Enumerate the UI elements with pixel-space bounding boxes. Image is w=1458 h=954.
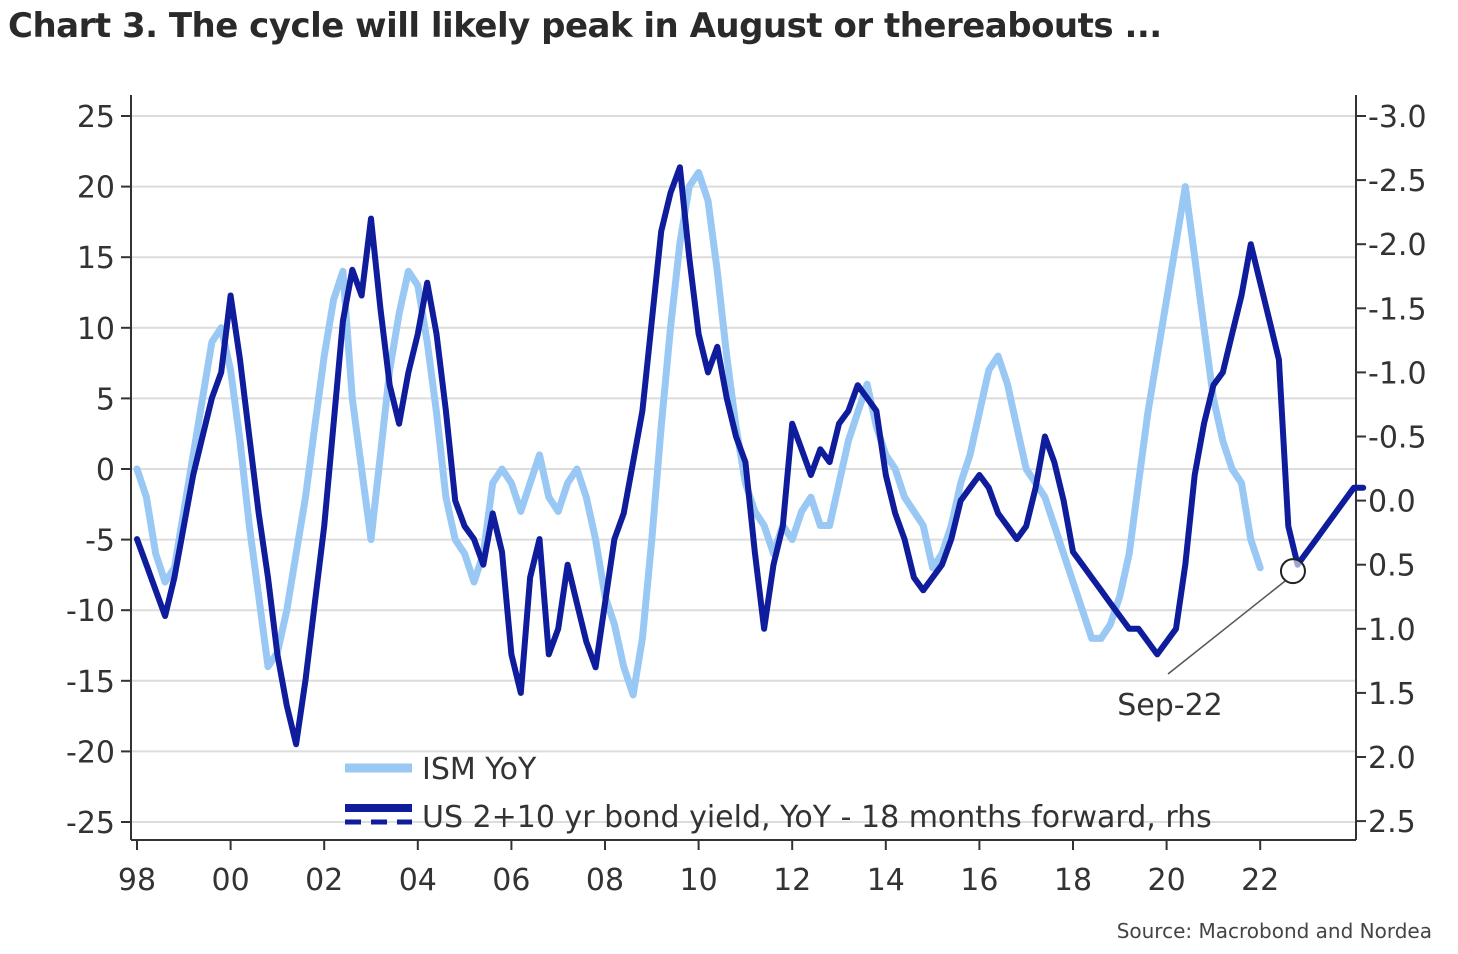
ism-yoy-line bbox=[133, 169, 1264, 699]
right-tick-label: 2.5 bbox=[1368, 805, 1416, 840]
annotation-leader bbox=[1167, 580, 1286, 675]
right-tick-label: -3.0 bbox=[1368, 100, 1427, 135]
legend-label-yield: US 2+10 yr bond yield, YoY - 18 months f… bbox=[422, 800, 1212, 835]
left-tick-label: -20 bbox=[66, 735, 115, 770]
left-tick-label: 5 bbox=[96, 382, 115, 417]
legend-label-ism: ISM YoY bbox=[422, 752, 537, 787]
x-tick-label: 10 bbox=[680, 863, 718, 898]
left-tick-label: -5 bbox=[85, 524, 115, 559]
right-tick-label: 1.5 bbox=[1368, 677, 1416, 712]
annotations: Sep-22 bbox=[1117, 558, 1306, 723]
x-tick-label: 16 bbox=[960, 863, 998, 898]
annotation-marker bbox=[1279, 558, 1306, 585]
left-tick-label: 20 bbox=[77, 171, 115, 206]
chart-title: Chart 3. The cycle will likely peak in A… bbox=[8, 6, 1162, 46]
series-lines bbox=[133, 164, 1367, 748]
legend: ISM YoY US 2+10 yr bond yield, YoY - 18 m… bbox=[345, 752, 1212, 835]
left-tick-label: -15 bbox=[66, 665, 115, 700]
bond-yield-line bbox=[134, 164, 1367, 748]
right-tick-label: -2.0 bbox=[1368, 228, 1427, 263]
x-tick-label: 02 bbox=[305, 863, 343, 898]
left-tick-label: 25 bbox=[77, 100, 115, 135]
x-tick-label: 08 bbox=[586, 863, 624, 898]
left-tick-label: 0 bbox=[96, 453, 115, 488]
x-tick-label: 18 bbox=[1054, 863, 1092, 898]
source-note: Source: Macrobond and Nordea bbox=[1116, 919, 1432, 943]
right-tick-label: 0.0 bbox=[1368, 485, 1416, 520]
left-tick-label: -10 bbox=[66, 594, 115, 629]
right-tick-label: -1.5 bbox=[1368, 292, 1427, 327]
right-tick-label: 2.0 bbox=[1368, 741, 1416, 776]
x-tick-label: 98 bbox=[118, 863, 156, 898]
x-tick-label: 22 bbox=[1241, 863, 1279, 898]
x-tick-label: 04 bbox=[399, 863, 437, 898]
gridlines bbox=[131, 115, 1356, 823]
x-tick-label: 20 bbox=[1148, 863, 1186, 898]
left-tick-label: 15 bbox=[77, 241, 115, 276]
x-tick-label: 06 bbox=[492, 863, 530, 898]
axes: 25 20 15 10 5 0 -5 -10 -15 -20 -25 -3.0 -2.5 -2.0 -1.5… bbox=[66, 95, 1427, 898]
left-tick-label: -25 bbox=[66, 806, 115, 841]
right-tick-label: 0.5 bbox=[1368, 549, 1416, 584]
right-tick-label: 1.0 bbox=[1368, 613, 1416, 648]
right-tick-label: -2.5 bbox=[1368, 164, 1427, 199]
annotation-label: Sep-22 bbox=[1117, 688, 1223, 723]
x-tick-label: 14 bbox=[867, 863, 905, 898]
right-tick-label: -1.0 bbox=[1368, 356, 1427, 391]
x-tick-label: 00 bbox=[212, 863, 250, 898]
x-tick-label: 12 bbox=[773, 863, 811, 898]
left-tick-label: 10 bbox=[77, 312, 115, 347]
right-tick-label: -0.5 bbox=[1368, 421, 1427, 456]
